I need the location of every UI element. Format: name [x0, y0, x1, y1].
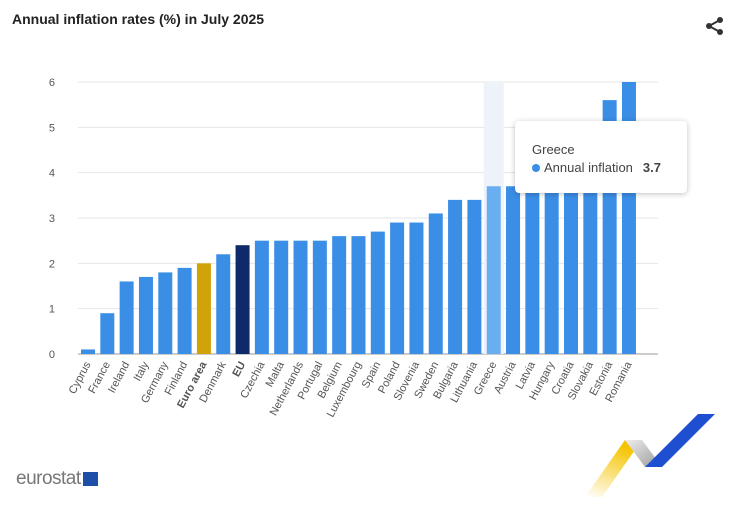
bar-eu[interactable]: [235, 245, 250, 354]
bar-slovakia[interactable]: [583, 145, 598, 354]
tooltip-value: 3.7: [642, 160, 661, 175]
y-tick-label: 3: [49, 213, 55, 225]
bar-france[interactable]: [100, 313, 115, 354]
share-icon[interactable]: [705, 16, 725, 36]
bar-germany[interactable]: [158, 272, 173, 354]
bar-czechia[interactable]: [254, 240, 269, 354]
eu-flag-icon: [82, 472, 98, 486]
bar-portugal[interactable]: [312, 240, 327, 354]
tooltip-country: Greece: [532, 142, 575, 157]
y-tick-label: 5: [49, 122, 55, 134]
bar-hungary[interactable]: [544, 159, 559, 354]
bar-ireland[interactable]: [119, 281, 134, 354]
y-tick-label: 1: [49, 304, 55, 316]
x-tick-label: EU: [230, 360, 248, 379]
y-tick-label: 4: [49, 168, 55, 180]
bar-bulgaria[interactable]: [448, 199, 463, 354]
tooltip: Greece Annual inflation 3.7: [515, 121, 687, 193]
chart-title: Annual inflation rates (%) in July 2025: [12, 11, 265, 27]
bar-malta[interactable]: [274, 240, 289, 354]
y-tick-label: 6: [49, 77, 55, 89]
bar-finland[interactable]: [177, 267, 192, 354]
bar-croatia[interactable]: [564, 150, 578, 354]
y-tick-label: 0: [49, 349, 55, 361]
bar-lithuania[interactable]: [467, 199, 482, 354]
bar-euro-area[interactable]: [196, 263, 211, 354]
bar-sweden[interactable]: [428, 213, 443, 354]
eurostat-logo[interactable]: eurostat: [16, 468, 98, 490]
bar-slovenia[interactable]: [409, 222, 424, 354]
bar-cyprus[interactable]: [81, 349, 95, 354]
bar-denmark[interactable]: [216, 254, 231, 354]
y-tick-label: 2: [49, 258, 55, 270]
eurostat-ribbon-decoration: [585, 414, 715, 497]
logo-text: eurostat: [16, 468, 81, 489]
bar-poland[interactable]: [390, 222, 405, 354]
bar-spain[interactable]: [370, 231, 385, 354]
bar-luxembourg[interactable]: [351, 236, 366, 354]
tooltip-series: Annual inflation: [544, 160, 633, 175]
bar-greece[interactable]: [486, 186, 501, 354]
bar-latvia[interactable]: [525, 172, 540, 354]
bar-netherlands[interactable]: [293, 240, 308, 354]
bar-belgium[interactable]: [332, 236, 347, 354]
bar-austria[interactable]: [506, 186, 521, 354]
bar-italy[interactable]: [138, 276, 153, 354]
series-dot-icon: [532, 164, 540, 172]
